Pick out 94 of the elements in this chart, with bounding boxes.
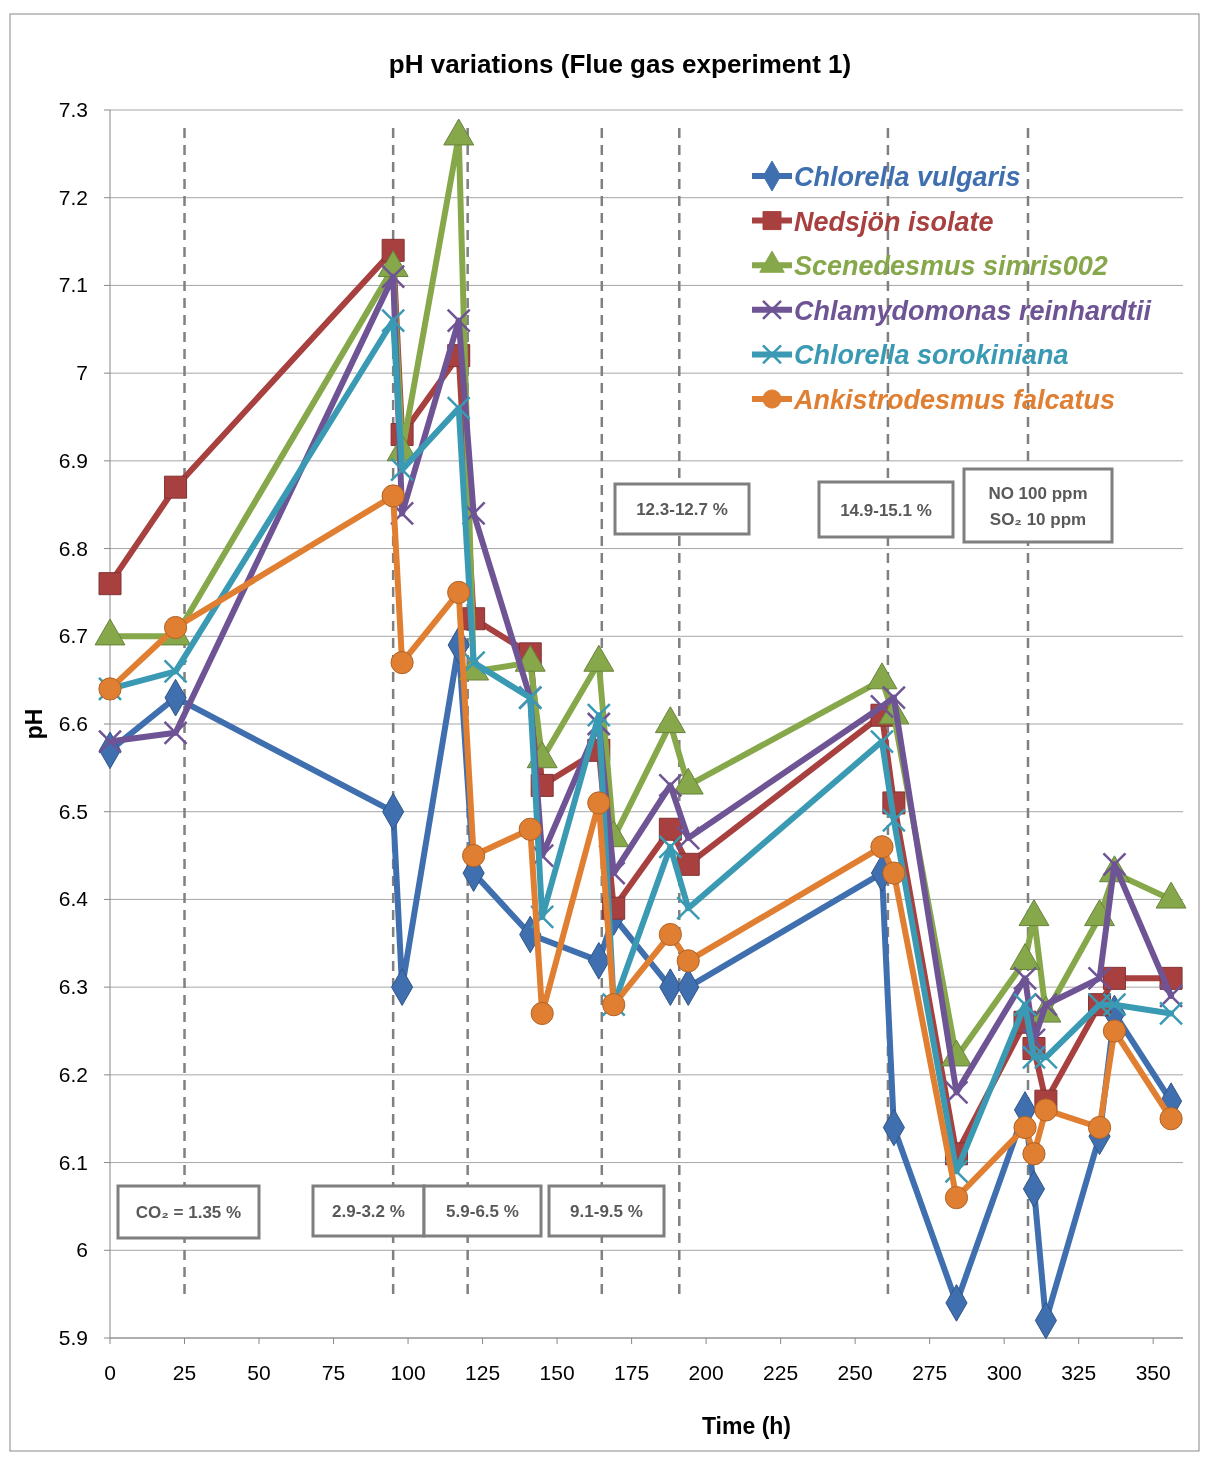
point [870, 835, 894, 859]
x-tick-label: 150 [539, 1361, 575, 1384]
point [462, 843, 486, 868]
point [1022, 1142, 1046, 1166]
y-tick-label: 6.4 [58, 887, 89, 911]
x-tick-label: 25 [172, 1361, 197, 1384]
y-tick-label: 6.2 [58, 1062, 88, 1086]
y-tick-label: 6.5 [58, 799, 88, 823]
point [1033, 1045, 1059, 1070]
x-tick-label: 100 [390, 1361, 426, 1384]
point [869, 729, 895, 754]
point [1159, 1107, 1183, 1131]
point [658, 773, 683, 798]
point [1087, 1115, 1112, 1140]
point [944, 1186, 969, 1210]
point [530, 1001, 554, 1026]
annotation: CO₂ = 1.35 % [135, 1203, 242, 1222]
y-tick-label: 7.3 [58, 98, 88, 121]
y-tick-label: 5.9 [58, 1326, 88, 1349]
annotation: 5.9-6.5 % [446, 1202, 519, 1221]
point [587, 791, 611, 815]
legend-label: Chlamydomonas reinhardtii [794, 295, 1152, 326]
point [586, 702, 612, 728]
point [163, 659, 188, 684]
x-axis-title: Time (h) [701, 1413, 792, 1439]
y-tick-label: 6.9 [58, 448, 88, 472]
point [1034, 1098, 1058, 1122]
annotation: NO 100 ppm SO₂ 10 ppm [988, 483, 1088, 529]
y-tick-label: 6.6 [58, 712, 88, 735]
point [1013, 1115, 1037, 1140]
legend-label: Chlorella vulgaris [794, 162, 1021, 192]
chart-title: pH variations (Flue gas experiment 1) [388, 49, 852, 79]
x-tick-label: 50 [247, 1361, 271, 1384]
point [389, 457, 415, 482]
y-tick-label: 6.1 [58, 1150, 88, 1174]
x-tick-label: 275 [912, 1361, 948, 1384]
point [163, 615, 188, 640]
point [1033, 992, 1059, 1017]
x-tick-label: 225 [763, 1361, 799, 1384]
point [881, 685, 907, 710]
legend-label: Scenedesmus simris002 [794, 251, 1108, 282]
y-tick-label: 7 [76, 361, 88, 385]
annotation: 9.1-9.5 % [570, 1202, 643, 1221]
point [881, 808, 907, 833]
point [1021, 1045, 1047, 1070]
y-tick-label: 6.7 [58, 624, 88, 648]
point [1087, 966, 1112, 991]
y-axis-title: pH [21, 708, 47, 740]
x-tick-label: 0 [104, 1361, 116, 1384]
legend-label: Nedsjön isolate [794, 206, 994, 237]
x-tick-label: 200 [688, 1361, 724, 1384]
point [97, 729, 123, 754]
point [446, 308, 471, 333]
point [98, 572, 122, 596]
point [1102, 992, 1127, 1017]
y-tick-label: 7.2 [58, 185, 88, 209]
x-tick-label: 125 [465, 1361, 501, 1384]
legend-label: Chlorella sorokiniana [794, 340, 1069, 371]
point [1158, 983, 1184, 1009]
annotation: 12.3-12.7 % [636, 500, 728, 519]
point [658, 922, 682, 947]
point [164, 475, 188, 499]
x-tick-label: 300 [986, 1361, 1022, 1384]
point [1158, 1001, 1184, 1026]
point [380, 308, 406, 333]
point [518, 817, 542, 841]
point [447, 580, 471, 605]
point [1102, 966, 1126, 990]
y-tick-label: 6.8 [58, 536, 88, 560]
point [390, 651, 414, 675]
point [1012, 992, 1038, 1017]
x-tick-label: 75 [321, 1361, 346, 1384]
annotation: 2.9-3.2 % [332, 1202, 405, 1221]
y-tick-label: 7.1 [58, 273, 88, 297]
x-tick-label: 350 [1135, 1361, 1171, 1384]
point [944, 1080, 969, 1105]
point [658, 834, 683, 860]
y-tick-label: 6 [76, 1238, 88, 1262]
point [381, 484, 405, 508]
point [1102, 1019, 1127, 1043]
point [163, 720, 188, 746]
x-tick-label: 175 [614, 1361, 650, 1384]
point [675, 825, 701, 851]
annotation: 14.9-15.1 % [840, 500, 932, 520]
point [1012, 966, 1038, 991]
point [446, 395, 471, 421]
x-tick-label: 250 [837, 1361, 873, 1384]
point [675, 895, 701, 921]
y-tick-label: 6.3 [58, 975, 88, 999]
point [676, 949, 700, 973]
legend-label: Ankistrodesmus falcatus [793, 385, 1116, 415]
point [869, 694, 895, 719]
x-tick-label: 325 [1061, 1361, 1097, 1384]
point [882, 861, 906, 885]
